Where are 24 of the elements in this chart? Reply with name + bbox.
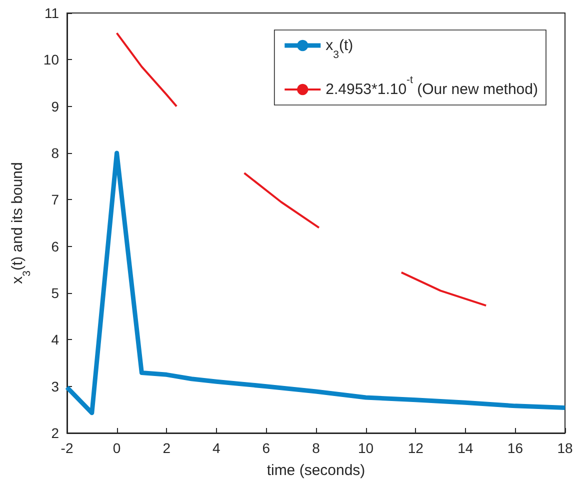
line-series xyxy=(64,150,568,416)
y-tick-label: 11 xyxy=(44,5,60,21)
x-tick-label: 12 xyxy=(408,440,424,456)
x-tick-label: 4 xyxy=(212,440,220,456)
x-tick-label: 18 xyxy=(557,440,573,456)
x-tick-label: 16 xyxy=(507,440,524,456)
x-tick-label: 10 xyxy=(358,440,374,456)
x-tick-label: 6 xyxy=(262,440,270,456)
y-tick-label: 3 xyxy=(51,378,60,394)
y-tick-label: 10 xyxy=(43,52,60,68)
y-tick-label: 5 xyxy=(51,285,60,301)
y-tick-label: 8 xyxy=(51,145,60,161)
y-tick-label: 4 xyxy=(51,332,60,348)
y-axis-title: x3(t) and its bound xyxy=(9,162,34,284)
x-tick-label: 14 xyxy=(458,440,474,456)
x-tick-label: 0 xyxy=(112,440,121,456)
y-tick-label: 6 xyxy=(51,238,60,254)
y-tick-label: 9 xyxy=(51,98,60,114)
x-tick-label: -2 xyxy=(60,440,74,456)
y-tick-label: 7 xyxy=(51,192,60,208)
x-axis-title: time (seconds) xyxy=(266,462,366,479)
x-tick-label: 2 xyxy=(162,440,171,456)
y-tick-label: 2 xyxy=(51,425,60,441)
x-tick-label: 8 xyxy=(312,440,320,456)
